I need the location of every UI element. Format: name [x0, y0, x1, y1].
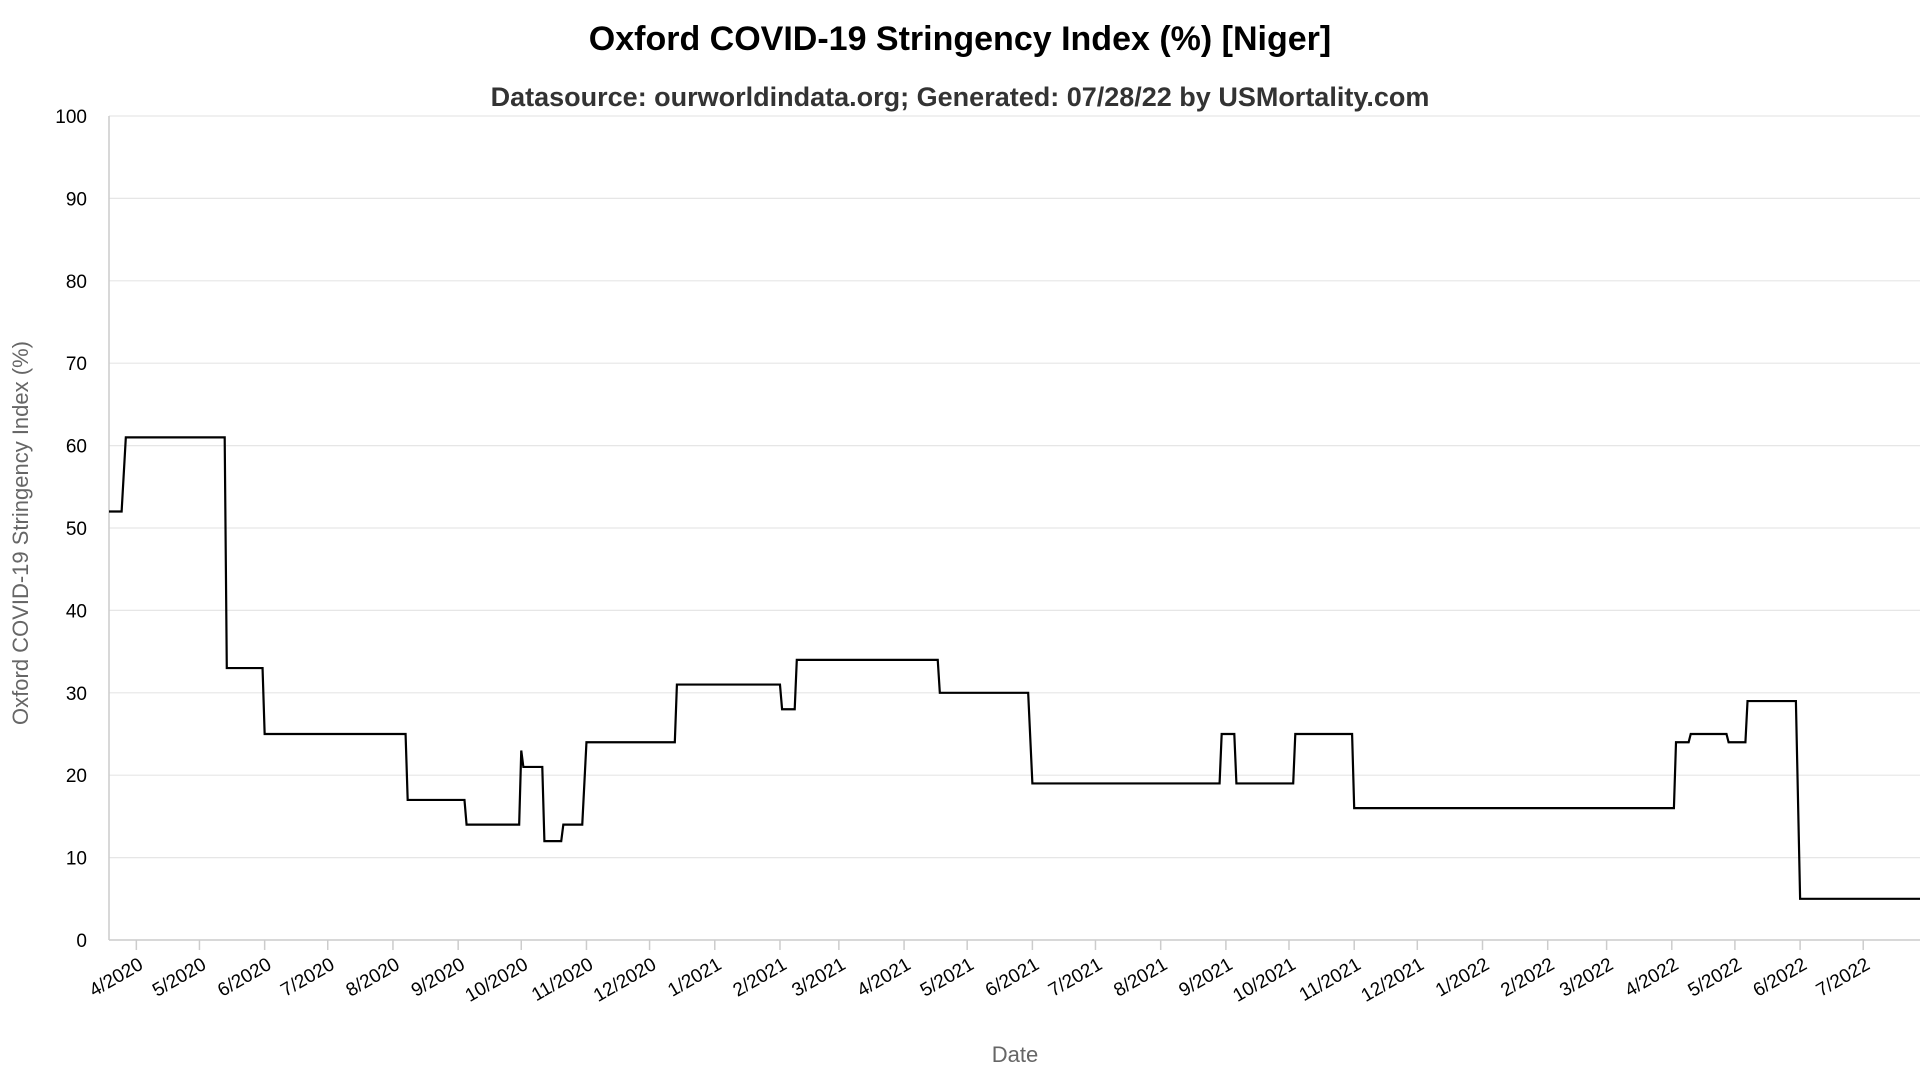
- x-tick-label: 11/2020: [528, 954, 597, 1006]
- x-tick-label: 12/2020: [590, 954, 660, 1007]
- x-axis-ticks: 4/2020 5/2020 6/2020 7/2020 8/2020 9/202010/2…: [86, 940, 1874, 1007]
- y-tick-label: 10: [66, 849, 87, 870]
- x-tick-label: 5/2021: [917, 954, 978, 1001]
- x-tick-label: 11/2021: [1296, 954, 1365, 1006]
- x-tick-label: 7/2022: [1813, 954, 1874, 1001]
- x-tick-label: 3/2022: [1556, 954, 1617, 1001]
- y-axis-title: Oxford COVID-19 Stringency Index (%): [8, 341, 33, 725]
- x-tick-label: 1/2022: [1432, 954, 1493, 1001]
- y-tick-label: 50: [66, 519, 87, 540]
- chart-title: Oxford COVID-19 Stringency Index (%) [Ni…: [589, 20, 1331, 58]
- x-tick-label: 7/2021: [1045, 954, 1106, 1001]
- y-tick-label: 40: [66, 601, 87, 622]
- x-tick-label: 6/2021: [982, 954, 1043, 1001]
- x-tick-label: 8/2021: [1110, 954, 1171, 1001]
- y-tick-label: 90: [66, 189, 87, 210]
- x-tick-label: 12/2021: [1358, 954, 1428, 1007]
- x-tick-label: 5/2022: [1685, 954, 1746, 1001]
- x-tick-label: 4/2022: [1621, 954, 1682, 1001]
- x-tick-label: 10/2021: [1230, 954, 1300, 1007]
- x-tick-label: 3/2021: [789, 954, 850, 1001]
- x-tick-label: 6/2022: [1750, 954, 1811, 1001]
- y-tick-label: 0: [76, 931, 87, 952]
- y-tick-label: 80: [66, 272, 87, 293]
- x-tick-label: 6/2020: [214, 954, 275, 1001]
- y-tick-label: 100: [55, 107, 87, 128]
- x-tick-label: 10/2020: [462, 954, 532, 1007]
- y-tick-label: 70: [66, 354, 87, 375]
- x-tick-label: 7/2020: [277, 954, 338, 1001]
- x-tick-label: 9/2021: [1176, 954, 1237, 1001]
- chart-subtitle: Datasource: ourworldindata.org; Generate…: [491, 82, 1430, 112]
- x-tick-label: 9/2020: [408, 954, 469, 1001]
- series-line: [109, 436, 1920, 900]
- y-axis-ticks: 0 10 20 30 40 50 60 70 80 90 100: [55, 107, 87, 952]
- x-tick-label: 5/2020: [149, 954, 210, 1001]
- x-tick-label: 2/2021: [730, 954, 791, 1001]
- x-tick-label: 4/2021: [854, 954, 915, 1001]
- series-layer: [109, 436, 1920, 900]
- x-axis-title: Date: [992, 1042, 1038, 1067]
- y-tick-label: 30: [66, 684, 87, 705]
- axes: [108, 116, 1920, 941]
- x-tick-label: 8/2020: [343, 954, 404, 1001]
- x-tick-label: 1/2021: [664, 954, 725, 1001]
- x-tick-label: 2/2022: [1497, 954, 1558, 1001]
- y-tick-label: 20: [66, 766, 87, 787]
- grid-lines: [109, 115, 1920, 859]
- y-tick-label: 60: [66, 437, 87, 458]
- x-tick-label: 4/2020: [86, 954, 147, 1001]
